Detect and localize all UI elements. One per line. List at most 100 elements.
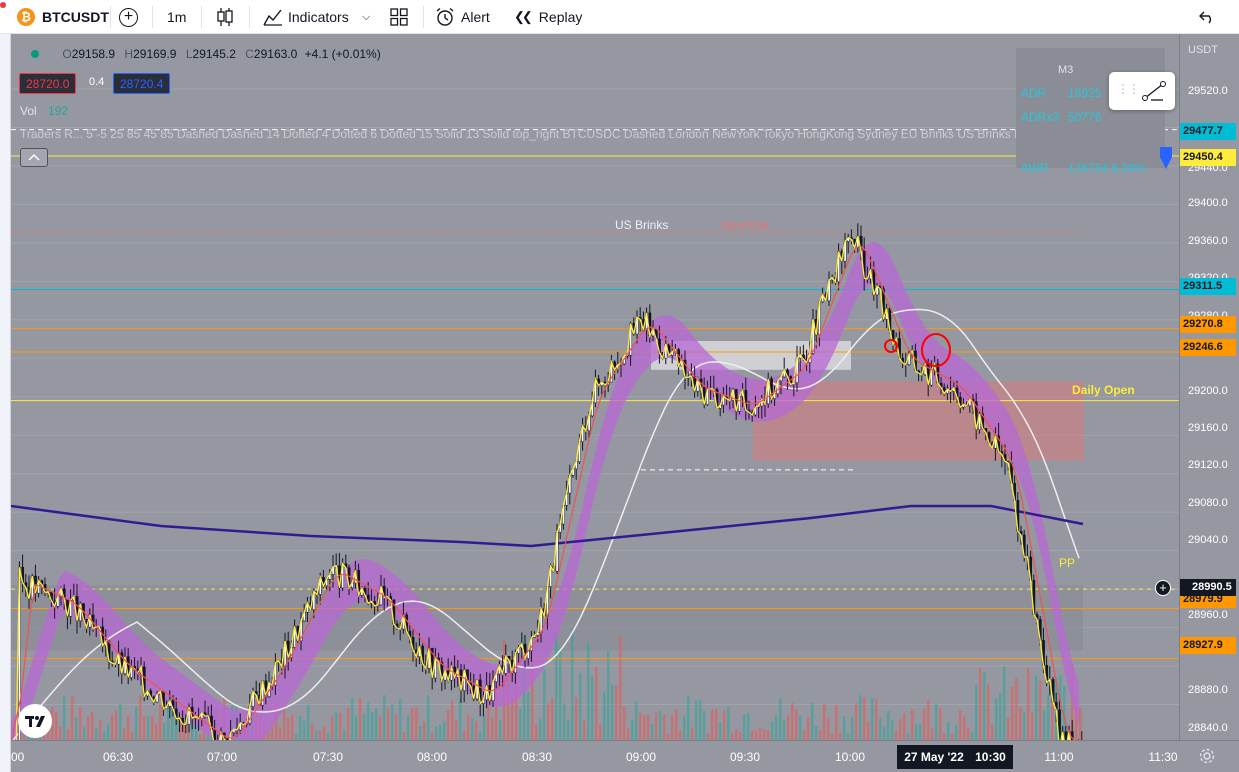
alert-marker-icon[interactable] <box>1158 143 1174 171</box>
volume-bar <box>1003 666 1006 740</box>
time-tick: 07:30 <box>312 750 344 764</box>
indicators-icon <box>263 9 282 26</box>
rewind-icon: ❮❮ <box>514 9 533 24</box>
bitcoin-icon: ₿ <box>17 8 35 26</box>
high-value: 29169.9 <box>133 47 177 61</box>
price-tick: 29080.0 <box>1188 497 1228 509</box>
volume-bar <box>927 700 930 740</box>
sell-button[interactable]: 28720.0 <box>19 73 77 94</box>
volume-bar <box>527 691 530 740</box>
volume-bar <box>955 724 958 740</box>
volume-bar <box>1051 694 1054 740</box>
volume-bar <box>335 712 338 740</box>
collapse-legend-button[interactable] <box>20 148 48 167</box>
price-scale[interactable]: USDT 29520.0 29440.0 29400.0 29360.0 293… <box>1179 34 1239 740</box>
spread-value: 0.4 <box>89 76 105 88</box>
volume-bar <box>171 696 174 740</box>
volume-bar <box>107 724 110 740</box>
volume-bar <box>807 717 810 740</box>
volume-bar <box>739 731 742 740</box>
candle-body <box>226 738 229 740</box>
time-tick: :00 <box>7 750 25 764</box>
volume-bar <box>415 706 418 740</box>
volume-bar <box>315 730 318 740</box>
volume-bar <box>555 632 558 740</box>
volume-bar <box>575 697 578 740</box>
plus-circle-icon: + <box>119 7 138 27</box>
volume-bar <box>691 727 694 740</box>
volume-bar <box>883 727 886 740</box>
drawing-toolbar-widget[interactable]: ⋮⋮ <box>1109 72 1175 110</box>
volume-bar <box>823 703 826 740</box>
daily-open-label: Daily Open <box>1072 383 1135 397</box>
indicator-legend[interactable]: Traders R... 5 -5 25 85 45 85 Dashed Das… <box>20 127 1112 141</box>
tradingview-logo-icon <box>25 716 45 727</box>
trend-line-icon[interactable] <box>1141 79 1167 103</box>
volume-bar <box>147 716 150 740</box>
price-tick: 29520.0 <box>1188 85 1228 97</box>
volume-bar <box>947 722 950 740</box>
volume-bar <box>855 703 858 740</box>
time-tick: 08:00 <box>416 750 448 764</box>
adrx3-label: ADRx3 <box>1021 110 1060 124</box>
replay-button[interactable]: ❮❮ Replay <box>514 0 582 34</box>
indicator-templates-dropdown[interactable]: ⌵ <box>362 0 370 34</box>
volume-bar <box>735 729 738 740</box>
interval-button[interactable]: 1m <box>167 0 186 34</box>
volume-bar <box>79 707 82 740</box>
drag-handle-icon[interactable]: ⋮⋮ <box>1117 82 1140 96</box>
volume-bar <box>359 698 362 740</box>
symbol-search-button[interactable]: ₿ BTCUSDT <box>17 0 109 34</box>
volume-bar <box>395 713 398 740</box>
indicators-button[interactable]: Indicators <box>263 0 349 34</box>
volume-bar <box>455 720 458 740</box>
undo-button[interactable] <box>1199 0 1215 34</box>
price-label-28990: 28990.5 <box>1180 579 1236 596</box>
undo-icon <box>1199 11 1212 24</box>
volume-bar <box>727 706 730 740</box>
time-tick: 08:30 <box>521 750 553 764</box>
tradingview-logo[interactable] <box>18 704 52 738</box>
volume-bar <box>903 713 906 740</box>
volume-bar <box>799 715 802 740</box>
volume-bar <box>743 714 746 740</box>
volume-bar <box>827 718 830 740</box>
volume-bar <box>887 711 890 740</box>
chart-canvas[interactable] <box>11 34 1179 740</box>
volume-bar <box>423 721 426 740</box>
volume-bar <box>399 698 402 740</box>
add-alert-plus-button[interactable]: + <box>1155 580 1171 596</box>
price-tick: 29200.0 <box>1188 385 1228 397</box>
volume-bar <box>663 714 666 740</box>
chart-type-button[interactable] <box>216 0 234 34</box>
volume-bar <box>831 733 834 740</box>
chart-settings-button[interactable] <box>1198 747 1216 765</box>
volume-bar <box>615 685 618 740</box>
time-axis[interactable]: :00 06:30 07:00 07:30 08:00 08:30 09:00 … <box>7 740 1239 772</box>
volume-bar <box>131 732 134 740</box>
volume-bar <box>851 716 854 740</box>
buy-button[interactable]: 28720.4 <box>113 73 171 94</box>
chart-pane[interactable]: O29158.9 H29169.9 L29145.2 C29163.0 +4.1… <box>11 34 1179 740</box>
h-label: H <box>124 47 134 61</box>
volume-bar <box>407 715 410 740</box>
candles-icon <box>217 8 233 26</box>
volume-bar <box>75 717 78 740</box>
edge-marker <box>0 0 8 34</box>
alert-button[interactable]: Alert <box>435 0 490 34</box>
volume-bar <box>951 733 954 740</box>
volume-bar <box>1011 686 1014 740</box>
volume-bar <box>507 674 510 740</box>
volume-bar <box>1079 707 1082 740</box>
volume-bar <box>631 720 634 740</box>
layout-button[interactable] <box>390 0 408 34</box>
volume-bar <box>1059 675 1062 740</box>
price-tick: 29120.0 <box>1188 459 1228 471</box>
volume-bar <box>519 708 522 740</box>
compare-symbol-button[interactable]: + <box>119 0 138 34</box>
volume-legend: Vol 192 <box>20 104 68 118</box>
volume-bar <box>647 714 650 740</box>
sell-price: 28720.0 <box>26 77 70 91</box>
volume-bar <box>435 726 438 740</box>
volume-bar <box>863 696 866 740</box>
